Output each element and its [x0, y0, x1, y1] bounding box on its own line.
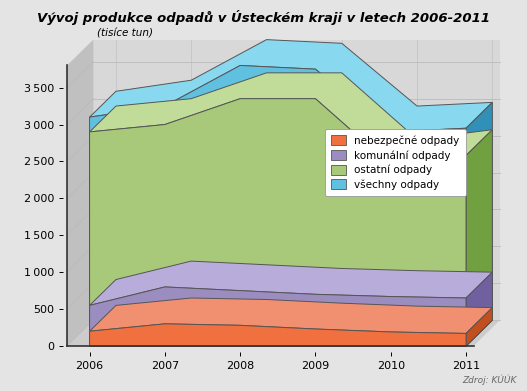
Polygon shape — [466, 308, 492, 346]
Polygon shape — [466, 130, 492, 346]
Polygon shape — [67, 39, 93, 346]
Polygon shape — [90, 39, 492, 132]
Polygon shape — [93, 39, 500, 320]
Polygon shape — [466, 272, 492, 346]
Polygon shape — [466, 102, 492, 346]
Text: (tisíce tun): (tisíce tun) — [97, 28, 153, 38]
Polygon shape — [90, 261, 492, 305]
Polygon shape — [90, 324, 466, 346]
Legend: nebezpečné odpady, komunální odpady, ostatní odpady, všechny odpady: nebezpečné odpady, komunální odpady, ost… — [325, 129, 466, 196]
Text: Vývoj produkce odpadů v Ústeckém kraji v letech 2006-2011: Vývoj produkce odpadů v Ústeckém kraji v… — [37, 10, 490, 25]
Polygon shape — [90, 99, 466, 346]
Polygon shape — [90, 298, 492, 334]
Polygon shape — [90, 287, 466, 346]
Polygon shape — [67, 320, 500, 346]
Text: Zdroj: KÚÚK: Zdroj: KÚÚK — [462, 375, 516, 385]
Polygon shape — [90, 65, 466, 346]
Polygon shape — [90, 73, 492, 165]
